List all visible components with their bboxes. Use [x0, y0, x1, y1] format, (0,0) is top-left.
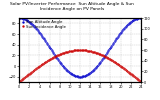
- Sun Altitude Angle: [41, 35, 43, 36]
- Sun Altitude Angle: [18, 17, 20, 19]
- Sun Incidence Angle: [18, 81, 20, 83]
- Sun Altitude Angle: [23, 18, 25, 20]
- Sun Altitude Angle: [79, 76, 81, 77]
- Sun Incidence Angle: [130, 73, 132, 75]
- Sun Incidence Angle: [23, 77, 25, 79]
- Sun Incidence Angle: [140, 81, 142, 83]
- Line: Sun Incidence Angle: Sun Incidence Angle: [19, 50, 141, 82]
- Sun Incidence Angle: [26, 75, 28, 77]
- Legend: Sun Altitude Angle, Sun Incidence Angle: Sun Altitude Angle, Sun Incidence Angle: [21, 20, 66, 29]
- Line: Sun Altitude Angle: Sun Altitude Angle: [19, 18, 141, 77]
- Text: Solar PV/Inverter Performance  Sun Altitude Angle & Sun Incidence Angle on PV Pa: Solar PV/Inverter Performance Sun Altitu…: [10, 2, 134, 11]
- Sun Incidence Angle: [79, 49, 81, 51]
- Sun Altitude Angle: [140, 17, 142, 19]
- Sun Incidence Angle: [41, 64, 43, 65]
- Sun Altitude Angle: [26, 20, 28, 21]
- Sun Altitude Angle: [134, 19, 136, 20]
- Sun Altitude Angle: [51, 50, 52, 51]
- Sun Incidence Angle: [134, 77, 136, 78]
- Sun Altitude Angle: [130, 21, 132, 22]
- Sun Incidence Angle: [51, 58, 52, 59]
